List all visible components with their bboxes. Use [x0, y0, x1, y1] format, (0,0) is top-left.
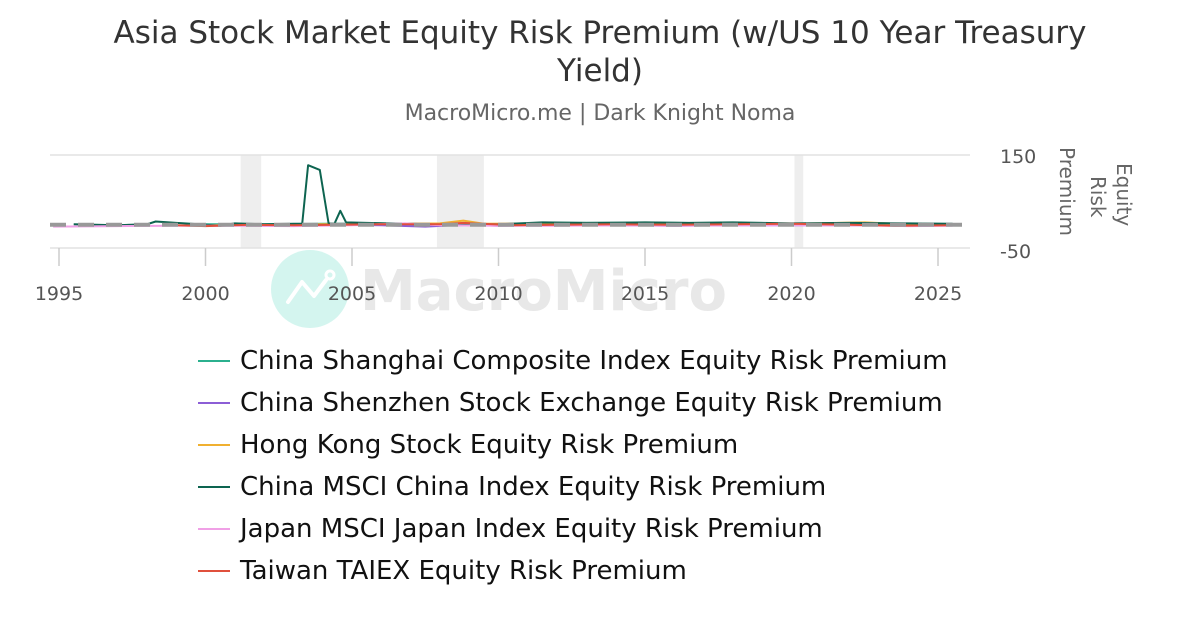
y-axis-label-line2: Risk — [1086, 176, 1110, 218]
series-lines — [50, 164, 970, 228]
recession-band — [794, 155, 804, 248]
watermark-logo-icon — [286, 278, 328, 304]
legend-label: China MSCI China Index Equity Risk Premi… — [240, 472, 827, 502]
x-tick-label: 2000 — [181, 283, 229, 305]
legend-swatch-icon — [198, 360, 230, 362]
legend-item-msci-china[interactable]: China MSCI China Index Equity Risk Premi… — [198, 466, 948, 508]
grid-lines — [50, 154, 970, 249]
y-axis-label-line3: Premium — [1055, 147, 1079, 236]
legend-label: China Shanghai Composite Index Equity Ri… — [240, 346, 948, 376]
recession-band — [436, 155, 484, 248]
legend-item-taiwan[interactable]: Taiwan TAIEX Equity Risk Premium — [198, 550, 948, 592]
x-tick-label: 2010 — [474, 283, 522, 305]
legend-swatch-icon — [198, 486, 230, 488]
legend-item-shenzhen[interactable]: China Shenzhen Stock Exchange Equity Ris… — [198, 382, 948, 424]
watermark-text: MacroMicro — [360, 259, 727, 324]
x-tick-label: 2025 — [914, 283, 962, 305]
x-tick-label: 2020 — [767, 283, 815, 305]
legend-item-shanghai[interactable]: China Shanghai Composite Index Equity Ri… — [198, 340, 948, 382]
series-line-msci_china[interactable] — [73, 164, 953, 227]
y-tick-150: 150 — [1000, 146, 1036, 168]
chart-title-line1: Asia Stock Market Equity Risk Premium (w… — [113, 15, 1087, 51]
chart-subtitle: MacroMicro.me | Dark Knight Noma — [404, 101, 796, 126]
chart-title-line2: Yield) — [557, 53, 643, 89]
watermark-logo-dot-icon — [324, 269, 336, 281]
legend-item-japan[interactable]: Japan MSCI Japan Index Equity Risk Premi… — [198, 508, 948, 550]
legend-swatch-icon — [198, 402, 230, 404]
y-axis-label-line1: Equity — [1112, 163, 1136, 226]
legend-item-hongkong[interactable]: Hong Kong Stock Equity Risk Premium — [198, 424, 948, 466]
x-axis: 1995 2000 2005 2010 2015 2020 2025 — [35, 248, 962, 305]
legend-label: Japan MSCI Japan Index Equity Risk Premi… — [240, 514, 823, 544]
y-tick-neg50: -50 — [1000, 241, 1031, 263]
legend-swatch-icon — [198, 528, 230, 530]
recession-band — [240, 155, 262, 248]
x-tick-label: 1995 — [35, 283, 83, 305]
x-tick-label: 2015 — [621, 283, 669, 305]
legend-swatch-icon — [198, 570, 230, 572]
legend-label: China Shenzhen Stock Exchange Equity Ris… — [240, 388, 943, 418]
y-axis: 150 -50 Equity Risk Premium — [1000, 146, 1136, 263]
chart-title: Asia Stock Market Equity Risk Premium (w… — [0, 14, 1200, 90]
chart-legend: China Shanghai Composite Index Equity Ri… — [198, 340, 948, 592]
watermark: MacroMicro — [271, 250, 727, 328]
legend-swatch-icon — [198, 444, 230, 446]
x-tick-label: 2005 — [328, 283, 376, 305]
legend-label: Hong Kong Stock Equity Risk Premium — [240, 430, 739, 460]
legend-label: Taiwan TAIEX Equity Risk Premium — [240, 556, 687, 586]
